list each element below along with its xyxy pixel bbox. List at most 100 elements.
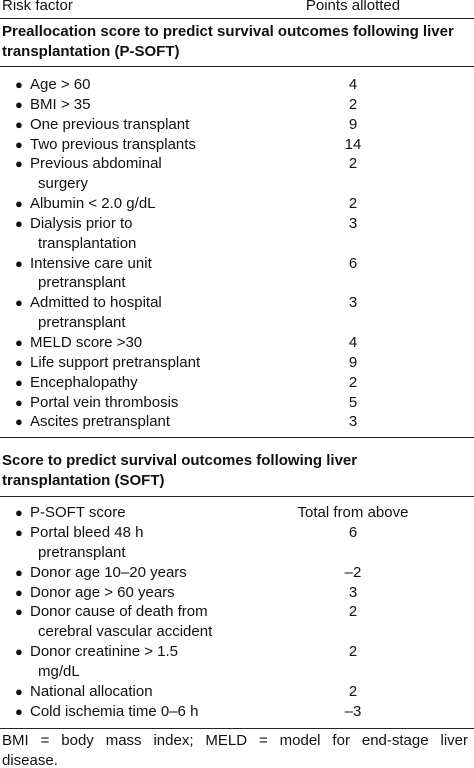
points: Total from above bbox=[297, 504, 409, 522]
factor-line: pretransplant bbox=[38, 274, 126, 292]
bullet: ● bbox=[15, 703, 23, 719]
title-line: transplantation (SOFT) bbox=[2, 472, 165, 490]
title-line: Preallocation score to predict survival … bbox=[2, 23, 454, 40]
risk-factor: Portal vein thrombosis bbox=[30, 393, 260, 413]
table-row: ● Two previous transplants 14 bbox=[0, 135, 474, 155]
points: 4 bbox=[348, 333, 358, 351]
risk-factor: BMI > 35 bbox=[30, 95, 260, 115]
table-row: ● Previous abdominal surgery 2 bbox=[0, 154, 474, 194]
risk-factor: Admitted to hospital pretransplant bbox=[30, 293, 260, 333]
points: 2 bbox=[348, 373, 358, 391]
bullet: ● bbox=[15, 136, 23, 152]
points: 9 bbox=[348, 115, 358, 133]
bullet: ● bbox=[15, 196, 23, 212]
factor-line: Encephalopathy bbox=[30, 373, 138, 391]
table-row: ● Age > 60 4 bbox=[0, 75, 474, 95]
risk-factor: Life support pretransplant bbox=[30, 353, 260, 373]
title-line: Score to predict survival outcomes follo… bbox=[2, 452, 358, 470]
bullet: ● bbox=[15, 564, 23, 580]
points: 6 bbox=[348, 254, 358, 272]
factor-line: cerebral vascular accident bbox=[38, 623, 213, 641]
risk-factor: Portal bleed 48 h pretransplant bbox=[30, 523, 260, 563]
section-title: Preallocation score to predict survival … bbox=[0, 19, 474, 67]
table-row: ● Portal bleed 48 h pretransplant 6 bbox=[0, 523, 474, 563]
table-row: ● Cold ischemia time 0–6 h –3 bbox=[0, 702, 474, 722]
points: 5 bbox=[348, 393, 358, 411]
footnote-line: BMI = body mass index; MELD = model for … bbox=[2, 732, 468, 750]
factor-line: Dialysis prior to bbox=[30, 214, 133, 232]
footnote-line: disease. bbox=[2, 751, 58, 768]
bullet: ● bbox=[15, 604, 23, 620]
bullet: ● bbox=[15, 156, 23, 172]
table-row: ● Dialysis prior to transplantation 3 bbox=[0, 214, 474, 254]
table-row: ● MELD score >30 4 bbox=[0, 333, 474, 353]
risk-factor: Donor cause of death from cerebral vascul… bbox=[30, 602, 260, 642]
factor-line: Admitted to hospital bbox=[30, 294, 162, 312]
factor-line: Life support pretransplant bbox=[30, 353, 201, 371]
title-line: transplantation (P-SOFT) bbox=[2, 43, 180, 60]
table-row: ● Portal vein thrombosis 5 bbox=[0, 393, 474, 413]
bullet: ● bbox=[15, 295, 23, 311]
risk-factor: P-SOFT score bbox=[30, 503, 260, 523]
points: 4 bbox=[348, 76, 358, 93]
bullet: ● bbox=[15, 525, 23, 541]
risk-factor: Encephalopathy bbox=[30, 373, 260, 393]
points: 2 bbox=[348, 195, 358, 213]
bullet: ● bbox=[15, 215, 23, 231]
table-section: Score to predict survival outcomes follo… bbox=[0, 438, 474, 730]
bullet: ● bbox=[15, 644, 23, 660]
risk-factor: Donor age 10–20 years bbox=[30, 563, 260, 583]
table-row: ● One previous transplant 9 bbox=[0, 115, 474, 135]
points: 9 bbox=[348, 353, 358, 371]
table-body: Preallocation score to predict survival … bbox=[0, 19, 474, 730]
risk-factor: Dialysis prior to transplantation bbox=[30, 214, 260, 254]
table-row: ● Ascites pretransplant 3 bbox=[0, 412, 474, 432]
points: 2 bbox=[348, 682, 358, 700]
bullet: ● bbox=[15, 354, 23, 370]
section-rows: ● Age > 60 4 ● BMI > 35 2 ● One previous transp… bbox=[0, 67, 474, 439]
factor-line: mg/dL bbox=[38, 662, 80, 680]
bullet: ● bbox=[15, 374, 23, 390]
risk-factor: Donor age > 60 years bbox=[30, 583, 260, 603]
points: 2 bbox=[348, 643, 358, 661]
risk-factor: One previous transplant bbox=[30, 115, 260, 135]
points: –2 bbox=[344, 563, 362, 581]
risk-factor: Intensive care unit pretransplant bbox=[30, 254, 260, 294]
risk-factor: Two previous transplants bbox=[30, 135, 260, 155]
factor-line: surgery bbox=[38, 175, 89, 193]
points: 3 bbox=[348, 583, 358, 601]
column-header: Points allotted bbox=[305, 0, 401, 14]
table-row: ● Encephalopathy 2 bbox=[0, 373, 474, 393]
factor-line: Cold ischemia time 0–6 h bbox=[30, 702, 199, 720]
factor-line: Previous abdominal bbox=[30, 155, 162, 173]
factor-line: Albumin < 2.0 g/dL bbox=[30, 195, 156, 213]
factor-line: BMI > 35 bbox=[30, 95, 91, 113]
risk-factor: Age > 60 bbox=[30, 75, 260, 95]
table-section: Preallocation score to predict survival … bbox=[0, 19, 474, 439]
risk-factor: Albumin < 2.0 g/dL bbox=[30, 194, 260, 214]
risk-factor: National allocation bbox=[30, 682, 260, 702]
table-row: ● P-SOFT score Total from above bbox=[0, 503, 474, 523]
factor-line: Portal vein thrombosis bbox=[30, 393, 179, 411]
table-row: ● Albumin < 2.0 g/dL 2 bbox=[0, 194, 474, 214]
table-row: ● Admitted to hospital pretransplant 3 bbox=[0, 293, 474, 333]
table-row: ● BMI > 35 2 bbox=[0, 95, 474, 115]
points: –3 bbox=[344, 702, 362, 720]
column-header: Risk factor bbox=[2, 0, 73, 14]
table-row: ● Life support pretransplant 9 bbox=[0, 353, 474, 373]
factor-line: Donor age 10–20 years bbox=[30, 563, 187, 581]
table-row: ● National allocation 2 bbox=[0, 682, 474, 702]
footnote: BMI = body mass index; MELD = model for … bbox=[0, 729, 474, 768]
bullet: ● bbox=[15, 394, 23, 410]
points: 2 bbox=[348, 95, 358, 113]
factor-line: P-SOFT score bbox=[30, 504, 126, 522]
bullet: ● bbox=[15, 96, 23, 112]
table-row: ● Donor age 10–20 years –2 bbox=[0, 563, 474, 583]
factor-line: Ascites pretransplant bbox=[30, 413, 171, 431]
table-header: Risk factor Points allotted bbox=[0, 0, 474, 19]
factor-line: pretransplant bbox=[38, 314, 126, 332]
bullet: ● bbox=[15, 77, 23, 92]
factor-line: Age > 60 bbox=[30, 76, 91, 93]
points: 2 bbox=[348, 155, 358, 173]
table-row: ● Donor cause of death from cerebral vascu… bbox=[0, 602, 474, 642]
